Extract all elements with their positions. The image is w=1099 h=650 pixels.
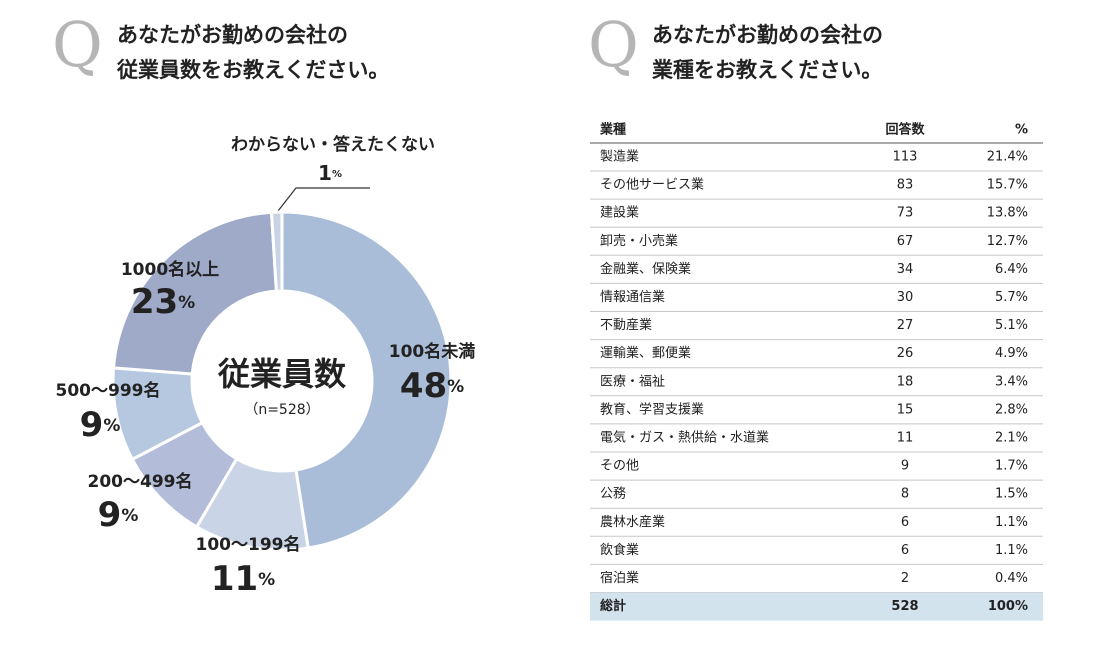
slice-label: 100～199名 <box>196 534 301 555</box>
table-cell: その他 <box>600 459 639 474</box>
value-unit: % <box>178 293 195 313</box>
value-unit: % <box>121 506 138 526</box>
table-cell: 5.1% <box>995 318 1028 333</box>
table-cell: 9 <box>901 459 909 474</box>
table-cell: その他サービス業 <box>600 177 704 193</box>
slice-value: 48% <box>400 366 464 406</box>
value-unit: % <box>103 416 120 436</box>
table-cell: 1.7% <box>995 459 1028 474</box>
value-unit: % <box>258 570 275 590</box>
table-cell: 6.4% <box>995 262 1028 277</box>
table-cell: 27 <box>897 318 914 333</box>
table-cell: 15.7% <box>987 178 1028 193</box>
slice-value: 23% <box>131 282 195 322</box>
table-cell: 医療・福祉 <box>600 374 665 389</box>
table-cell: 不動産業 <box>600 317 652 333</box>
table-cell: 建設業 <box>600 205 639 221</box>
table-cell: 12.7% <box>987 234 1028 249</box>
table-cell: 金融業、保険業 <box>600 261 691 277</box>
table-cell: 67 <box>897 234 914 249</box>
table-cell: 6 <box>901 543 909 558</box>
table-header: 業種 <box>599 122 626 138</box>
total-cell: 100% <box>988 599 1028 614</box>
table-cell: 113 <box>893 150 918 165</box>
slice-value: 1% <box>318 161 342 185</box>
table-cell: 宿泊業 <box>600 570 639 586</box>
total-row-bg <box>590 592 1043 621</box>
table-cell: 5.7% <box>995 290 1028 305</box>
value-number: 11 <box>211 559 258 599</box>
table-cell: 飲食業 <box>600 542 639 558</box>
donut-slice <box>269 210 284 293</box>
q-mark: Q <box>52 8 103 81</box>
q-mark: Q <box>588 8 639 81</box>
table-cell: 2.1% <box>995 431 1028 446</box>
table-cell: 電気・ガス・熱供給・水道業 <box>600 430 769 446</box>
question: あなたがお勤めの会社の <box>652 23 883 47</box>
table-cell: 運輸業、郵便業 <box>600 345 691 361</box>
value-number: 48 <box>400 366 447 406</box>
table-cell: 83 <box>897 178 914 193</box>
table-cell: 13.8% <box>987 206 1028 221</box>
total-cell: 総計 <box>600 598 626 614</box>
slice-value: 11% <box>211 559 275 599</box>
table-cell: 6 <box>901 515 909 530</box>
table-cell: 教育、学習支援業 <box>600 401 704 417</box>
question: あなたがお勤めの会社の <box>117 23 348 47</box>
total-cell: 528 <box>891 599 918 614</box>
table-cell: 11 <box>897 431 914 446</box>
value-number: 9 <box>80 405 104 445</box>
value-unit: % <box>447 377 464 397</box>
table-header: % <box>1015 123 1028 138</box>
table-cell: 8 <box>901 487 909 502</box>
table-cell: 2.8% <box>995 402 1028 417</box>
slice-label: 500～999名 <box>56 380 161 401</box>
table-cell: 情報通信業 <box>600 289 665 305</box>
question: 従業員数をお教えください。 <box>116 58 389 82</box>
table-cell: 公務 <box>600 487 626 502</box>
table-cell: 1.1% <box>995 515 1028 530</box>
value-number: 23 <box>131 282 178 322</box>
donut-slice <box>111 210 278 376</box>
question: 業種をお教えください。 <box>652 58 882 82</box>
leader-line <box>277 187 370 212</box>
table-cell: 34 <box>897 262 914 277</box>
table-cell: 農林水産業 <box>600 514 665 530</box>
slice-label: 1000名以上 <box>121 259 219 280</box>
slice-value: 9% <box>98 495 139 535</box>
table-cell: 73 <box>897 206 914 221</box>
table-cell: 0.4% <box>995 571 1028 586</box>
table-cell: 4.9% <box>995 346 1028 361</box>
center-title: 従業員数 <box>217 355 347 393</box>
slice-label: 100名未満 <box>389 341 476 362</box>
slice-label: 200～499名 <box>88 471 193 492</box>
table-cell: 1.5% <box>995 487 1028 502</box>
table-cell: 18 <box>897 374 914 389</box>
center-subtitle: （n=528） <box>244 402 319 418</box>
value-number: 9 <box>98 495 122 535</box>
table-cell: 卸売・小売業 <box>600 233 678 249</box>
table-cell: 26 <box>897 346 914 361</box>
slice-label: わからない・答えたくない <box>231 134 435 155</box>
table-cell: 15 <box>897 402 914 417</box>
table-cell: 製造業 <box>600 149 639 165</box>
value-number: 1 <box>318 161 332 185</box>
slice-value: 9% <box>80 405 121 445</box>
table-cell: 1.1% <box>995 543 1028 558</box>
value-unit: % <box>332 169 342 180</box>
donut-slice <box>280 210 453 550</box>
table-cell: 2 <box>901 571 909 586</box>
table-cell: 30 <box>897 290 914 305</box>
table-cell: 3.4% <box>995 374 1028 389</box>
table-cell: 21.4% <box>987 150 1028 165</box>
table-header: 回答数 <box>885 122 925 138</box>
